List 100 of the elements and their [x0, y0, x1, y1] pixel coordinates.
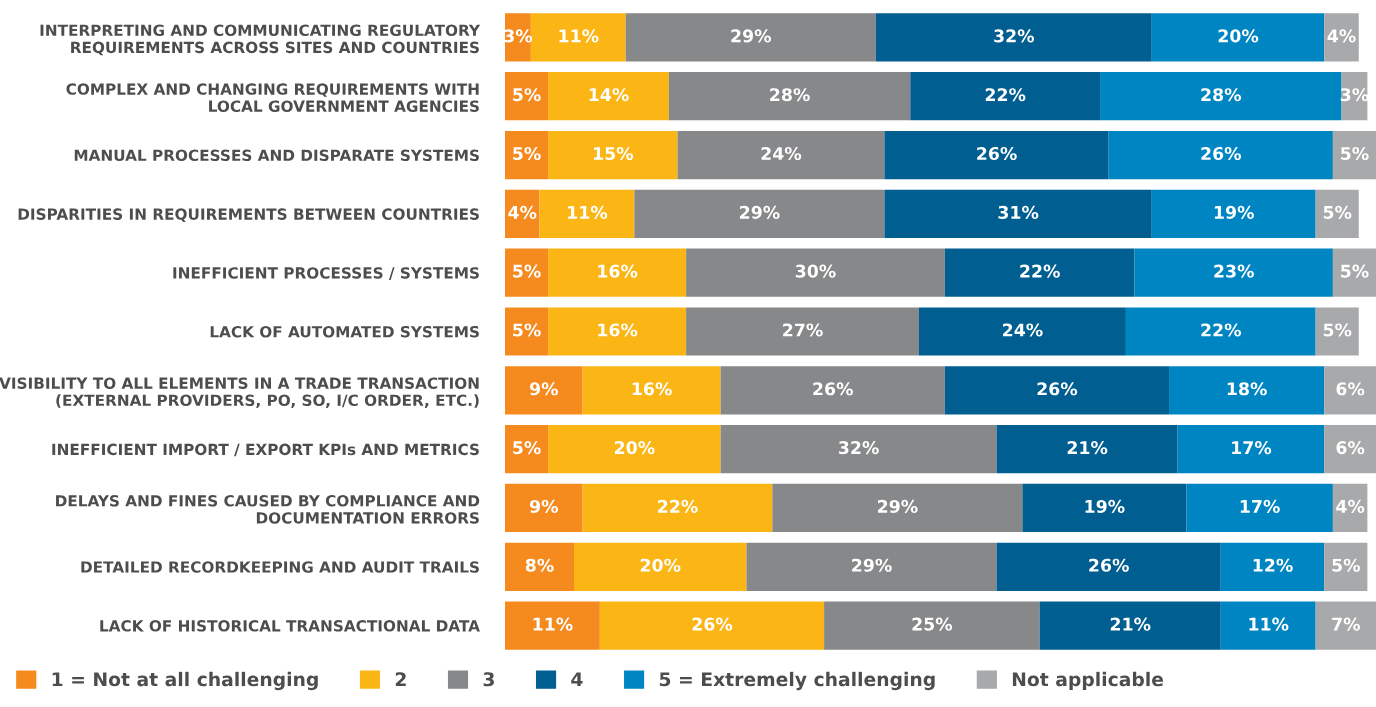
- bar: [686, 248, 945, 297]
- bar: [1315, 189, 1359, 238]
- y-tick-label: DELAYS AND FINES CAUSED BY COMPLIANCE AND DOCUMENTATION ERRORS: [56, 495, 480, 524]
- bar: [505, 366, 583, 415]
- data-label: 32%: [838, 441, 879, 455]
- data-label: 5%: [513, 441, 541, 455]
- bar: [1169, 366, 1325, 415]
- bar: [505, 13, 531, 62]
- bar: [772, 483, 1023, 533]
- data-label: 5%: [1341, 264, 1369, 278]
- bar: [625, 13, 876, 62]
- data-label: 17%: [1240, 499, 1280, 513]
- bar: [1324, 542, 1368, 591]
- data-label: 5%: [513, 264, 541, 278]
- data-label: 24%: [1003, 323, 1043, 337]
- y-tick-label: LACK OF HISTORICAL TRANSACTIONAL DATA: [100, 620, 480, 632]
- y-tick-label: VISIBILITY TO ALL ELEMENTS IN A TRADE TRANSACTION (EXTERNAL PROVIDERS, PO, SO, I/C ORDER, ETC.): [0, 377, 479, 409]
- data-label: 22%: [1020, 264, 1060, 278]
- bar: [548, 307, 687, 356]
- data-label: 7%: [1332, 617, 1360, 631]
- legend-label: 2: [395, 672, 406, 687]
- data-label: 26%: [1089, 558, 1129, 572]
- data-label: 17%: [1232, 441, 1272, 455]
- data-label: 20%: [614, 441, 655, 455]
- bar: [875, 13, 1152, 62]
- data-label: 11%: [1249, 617, 1289, 631]
- data-label: 5%: [1323, 323, 1352, 337]
- bar: [1100, 72, 1342, 121]
- data-label: 29%: [731, 29, 771, 43]
- data-label: 29%: [852, 558, 892, 572]
- data-label: 30%: [795, 264, 836, 278]
- bar: [1332, 248, 1376, 297]
- bar: [573, 542, 747, 591]
- y-tick-label: LACK OF AUTOMATED SYSTEMS: [210, 325, 479, 338]
- data-label: 8%: [525, 558, 554, 572]
- data-label: 3%: [504, 29, 533, 43]
- data-label: 5%: [1323, 205, 1352, 219]
- y-tick-label: DETAILED RECORDKEEPING AND AUDIT TRAILS: [81, 561, 479, 573]
- data-label: 20%: [1218, 29, 1259, 43]
- data-label: 19%: [1085, 499, 1125, 513]
- bar: [505, 130, 549, 180]
- data-label: 5%: [513, 146, 541, 161]
- bar: [1324, 13, 1359, 62]
- data-label: 23%: [1214, 264, 1254, 278]
- bar: [918, 307, 1126, 356]
- data-label: 12%: [1253, 558, 1293, 572]
- data-label: 21%: [1067, 441, 1108, 455]
- bar: [505, 307, 549, 356]
- y-tick-label: COMPLEX AND CHANGING REQUIREMENTS WITH LOCAL GOVERNMENT AGENCIES: [66, 83, 479, 112]
- data-label: 28%: [770, 88, 810, 102]
- y-tick-label: MANUAL PROCESSES AND DISPARATE SYSTEMS: [74, 149, 479, 162]
- data-label: 11%: [568, 205, 608, 219]
- y-tick-label: INTERPRETING AND COMMUNICATING REGULATORY REQUIREMENTS ACROSS SITES AND COUNTRIES: [40, 24, 481, 56]
- data-label: 9%: [529, 382, 558, 396]
- bar: [582, 483, 773, 533]
- data-label: 24%: [761, 146, 802, 161]
- data-label: 28%: [1201, 88, 1241, 102]
- bar: [668, 72, 911, 121]
- data-label: 14%: [589, 88, 629, 102]
- bar: [1315, 601, 1376, 650]
- bar: [548, 248, 687, 297]
- bar: [944, 366, 1170, 415]
- data-label: 3%: [1340, 88, 1369, 102]
- bar: [1324, 425, 1376, 474]
- bar: [548, 130, 678, 180]
- y-tick-label: INEFFICIENT IMPORT / EXPORT KPIs AND METRICS: [52, 443, 479, 457]
- bar: [1186, 483, 1333, 533]
- y-tick-label: INEFFICIENT PROCESSES / SYSTEMS: [173, 267, 479, 280]
- bar: [824, 601, 1040, 650]
- data-label: 27%: [783, 323, 823, 337]
- bar: [1315, 307, 1359, 356]
- legend-label: Not applicable: [1012, 671, 1164, 690]
- bar: [996, 425, 1178, 474]
- bar: [505, 601, 600, 650]
- bar: [686, 307, 919, 356]
- bar: [634, 189, 885, 238]
- bar: [746, 542, 997, 591]
- data-label: 4%: [1327, 29, 1356, 43]
- data-label: 5%: [513, 323, 541, 337]
- bar: [1125, 307, 1316, 356]
- bar: [944, 248, 1135, 297]
- bar: [677, 130, 885, 180]
- bar: [1151, 189, 1316, 238]
- bar: [530, 13, 626, 62]
- bar: [548, 72, 669, 121]
- bar: [884, 130, 1109, 180]
- bar: [582, 366, 721, 415]
- data-label: 16%: [598, 323, 638, 337]
- data-label: 19%: [1214, 205, 1254, 219]
- bar: [505, 425, 549, 474]
- bar: [599, 601, 825, 650]
- data-label: 26%: [977, 146, 1017, 161]
- data-label: 15%: [593, 146, 634, 161]
- data-label: 16%: [598, 264, 638, 278]
- data-label: 21%: [1110, 617, 1151, 631]
- data-label: 22%: [985, 88, 1026, 102]
- data-label: 26%: [1037, 382, 1078, 396]
- legend-label: 4: [571, 672, 583, 687]
- bar: [1324, 366, 1376, 415]
- data-label: 11%: [533, 617, 573, 631]
